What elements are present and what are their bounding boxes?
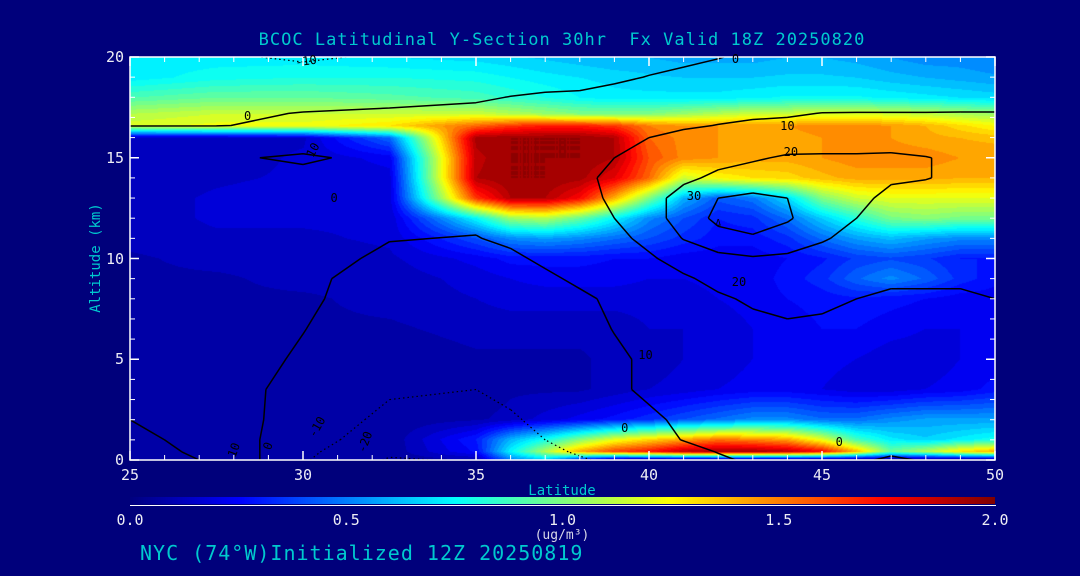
colorbar-tick-label: 1.5 xyxy=(765,511,793,529)
contour-label: Δ xyxy=(715,218,721,229)
x-tick-label: 50 xyxy=(985,466,1005,484)
contour-label: 10 xyxy=(638,348,653,363)
x-tick-label: 30 xyxy=(293,466,313,484)
init-info-text: NYC (74°W)Initialized 12Z 20250819 xyxy=(140,541,584,565)
contour-label: 0 xyxy=(835,434,843,449)
colorbar-tick-label: 0.0 xyxy=(116,511,144,529)
colorbar-baseline xyxy=(130,505,996,506)
contour-label: 20 xyxy=(783,144,799,159)
y-tick-label: 15 xyxy=(105,148,124,167)
contour-label: 10 xyxy=(780,118,795,133)
y-tick-label: 10 xyxy=(105,249,124,268)
contour-label: 20 xyxy=(731,274,747,289)
colorbar xyxy=(130,497,995,504)
y-tick-label: 5 xyxy=(114,350,124,369)
contour-label: 0 xyxy=(330,191,338,206)
x-tick-label: 25 xyxy=(120,466,140,484)
y-axis-label: Altitude (km) xyxy=(88,203,104,313)
heatmap-canvas xyxy=(130,57,995,460)
colorbar-units: (ug/m³) xyxy=(534,528,590,543)
x-tick-label: 35 xyxy=(466,466,486,484)
contour-label: 30 xyxy=(686,189,702,204)
chart-title: BCOC Latitudinal Y-Section 30hr Fx Valid… xyxy=(258,30,866,50)
contour-label: 0 xyxy=(731,52,740,66)
contour-label: 0 xyxy=(244,109,252,124)
colorbar-tick-label: 2.0 xyxy=(981,511,1009,529)
y-tick-label: 0 xyxy=(114,451,124,469)
y-tick-label: 20 xyxy=(105,48,124,66)
contour-label: -10 xyxy=(294,52,319,70)
colorbar-tick-label: 1.0 xyxy=(548,511,577,529)
x-axis-label: Latitude xyxy=(528,483,596,499)
contour-label: 0 xyxy=(621,420,629,435)
x-tick-label: 45 xyxy=(812,466,832,484)
x-tick-label: 40 xyxy=(639,466,659,484)
colorbar-tick-label: 0.5 xyxy=(332,511,360,529)
